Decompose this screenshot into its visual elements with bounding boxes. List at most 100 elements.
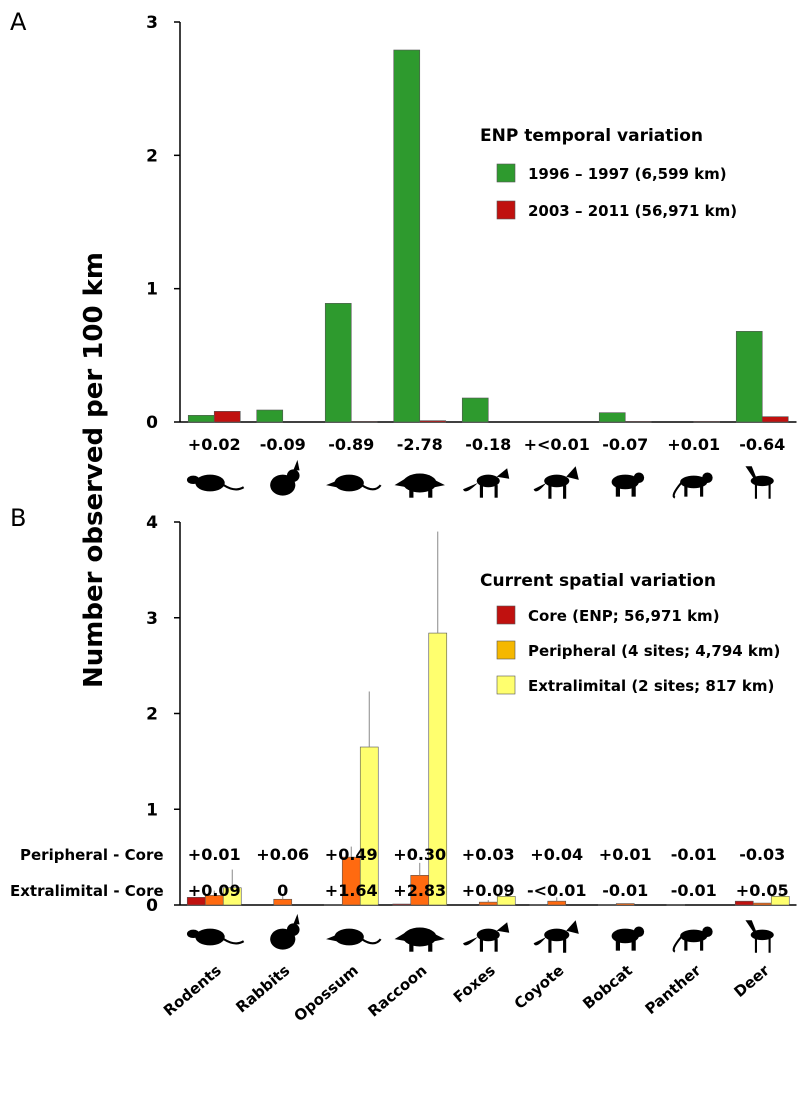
y-tick-label: 0 <box>146 413 158 433</box>
difference-label-b: +0.03 <box>462 845 515 864</box>
row-label-peripheral-core: Peripheral - Core <box>20 846 164 864</box>
difference-label-b: -0.03 <box>739 845 785 864</box>
legend-b-swatch-2 <box>496 640 516 660</box>
difference-label-b: +0.01 <box>599 845 652 864</box>
y-axis-label: Number observed per 100 km <box>79 252 109 688</box>
category-label: Bobcat <box>579 961 636 1013</box>
difference-label-a: +<0.01 <box>524 435 590 454</box>
difference-label-b: +0.01 <box>188 845 241 864</box>
difference-label-b: +0.09 <box>188 881 241 900</box>
difference-label-b: -<0.01 <box>527 881 587 900</box>
bar <box>624 421 652 423</box>
panel-a-letter: A <box>10 8 27 36</box>
legend-a-label-2: 2003 – 2011 (56,971 km) <box>528 202 737 220</box>
bar <box>615 903 635 906</box>
legend-b-title: Current spatial variation <box>480 571 716 591</box>
difference-label-a: -0.07 <box>602 435 648 454</box>
opossum-icon <box>326 474 382 492</box>
bar <box>350 421 378 423</box>
legend-b-label-1: Core (ENP; 56,971 km) <box>528 607 720 625</box>
category-label: Coyote <box>511 961 568 1013</box>
bar <box>761 416 789 423</box>
bar <box>393 49 421 423</box>
difference-label-b: +0.04 <box>530 845 583 864</box>
panel-b-chart: 0 1 2 3 4 +0.01 +0.06 +0.49 +0.30 +0.03 +0.04 +0.01… <box>146 513 797 916</box>
legend-a-swatch-1 <box>496 163 516 183</box>
bar <box>213 411 241 423</box>
difference-label-b: +0.05 <box>736 881 789 900</box>
legend-b-label-3: Extralimital (2 sites; 817 km) <box>528 677 774 695</box>
y-tick-label: 1 <box>146 280 158 300</box>
bar <box>734 900 754 906</box>
difference-label-b: +0.30 <box>393 845 446 864</box>
bar <box>419 420 447 423</box>
difference-label-b: -0.01 <box>602 881 648 900</box>
fox-icon <box>463 922 510 952</box>
difference-label-a: +0.01 <box>667 435 720 454</box>
icons-row-a <box>186 459 774 499</box>
difference-label-b: +1.64 <box>325 881 378 900</box>
category-label: Foxes <box>450 961 499 1006</box>
y-tick-label: 4 <box>146 513 158 533</box>
difference-label-a: -0.89 <box>328 435 374 454</box>
category-label: Rodents <box>160 961 225 1020</box>
y-tick-label: 3 <box>146 13 158 33</box>
category-label: Rabbits <box>232 961 293 1016</box>
difference-label-b: +0.09 <box>462 881 515 900</box>
opossum-icon <box>326 928 382 946</box>
fox-icon <box>463 468 510 498</box>
bar <box>428 632 448 906</box>
row-label-extralimital-core: Extralimital - Core <box>10 882 164 900</box>
panel-a-chart: 0 1 2 3 +0.02 -0.09 -0.89 -2.78 -0.18 +<0.01 -0.07… <box>146 13 797 454</box>
difference-label-a: -0.64 <box>739 435 785 454</box>
rabbit-icon <box>270 459 300 496</box>
y-tick-label: 3 <box>146 609 158 629</box>
bar <box>392 903 412 906</box>
bar <box>256 409 284 423</box>
deer-icon <box>745 920 774 953</box>
difference-label-a: +0.02 <box>188 435 241 454</box>
difference-label-a: -0.18 <box>465 435 511 454</box>
difference-label-b: -0.01 <box>671 881 717 900</box>
legend-b-swatch-1 <box>496 605 516 625</box>
panel-b-letter: B <box>10 504 26 532</box>
legend-b-label-2: Peripheral (4 sites; 4,794 km) <box>528 642 780 660</box>
y-tick-label: 0 <box>146 896 158 916</box>
difference-label-b: +2.83 <box>393 881 446 900</box>
bar <box>752 902 772 906</box>
y-tick-label: 1 <box>146 800 158 820</box>
difference-label-b: -0.01 <box>671 845 717 864</box>
legend-a: ENP temporal variation 1996 – 1997 (6,59… <box>480 126 737 220</box>
bar <box>273 898 293 906</box>
bar <box>598 412 626 423</box>
category-label: Panther <box>642 961 705 1018</box>
category-label: Opossum <box>291 961 362 1025</box>
difference-label-b: +0.49 <box>325 845 378 864</box>
bar <box>187 415 215 423</box>
y-tick-label: 2 <box>146 705 158 725</box>
bobcat-icon <box>611 472 645 497</box>
coyote-icon <box>533 466 579 499</box>
raccoon-icon <box>394 473 445 498</box>
bar <box>547 900 567 906</box>
rabbit-icon <box>270 913 300 950</box>
legend-a-swatch-2 <box>496 200 516 220</box>
difference-label-b: +0.06 <box>256 845 309 864</box>
bar <box>735 331 763 423</box>
panther-icon <box>672 926 713 953</box>
bar <box>478 901 498 906</box>
legend-a-label-1: 1996 – 1997 (6,599 km) <box>528 165 727 183</box>
bobcat-icon <box>611 926 645 951</box>
difference-label-a: -2.78 <box>397 435 443 454</box>
category-label: Raccoon <box>365 961 431 1020</box>
y-tick-label: 2 <box>146 146 158 166</box>
difference-label-b: 0 <box>277 881 288 900</box>
legend-b-swatch-3 <box>496 675 516 695</box>
icons-row-b <box>186 913 774 953</box>
raccoon-icon <box>394 927 445 952</box>
bar <box>461 397 489 423</box>
deer-icon <box>745 466 774 499</box>
coyote-icon <box>533 920 579 953</box>
